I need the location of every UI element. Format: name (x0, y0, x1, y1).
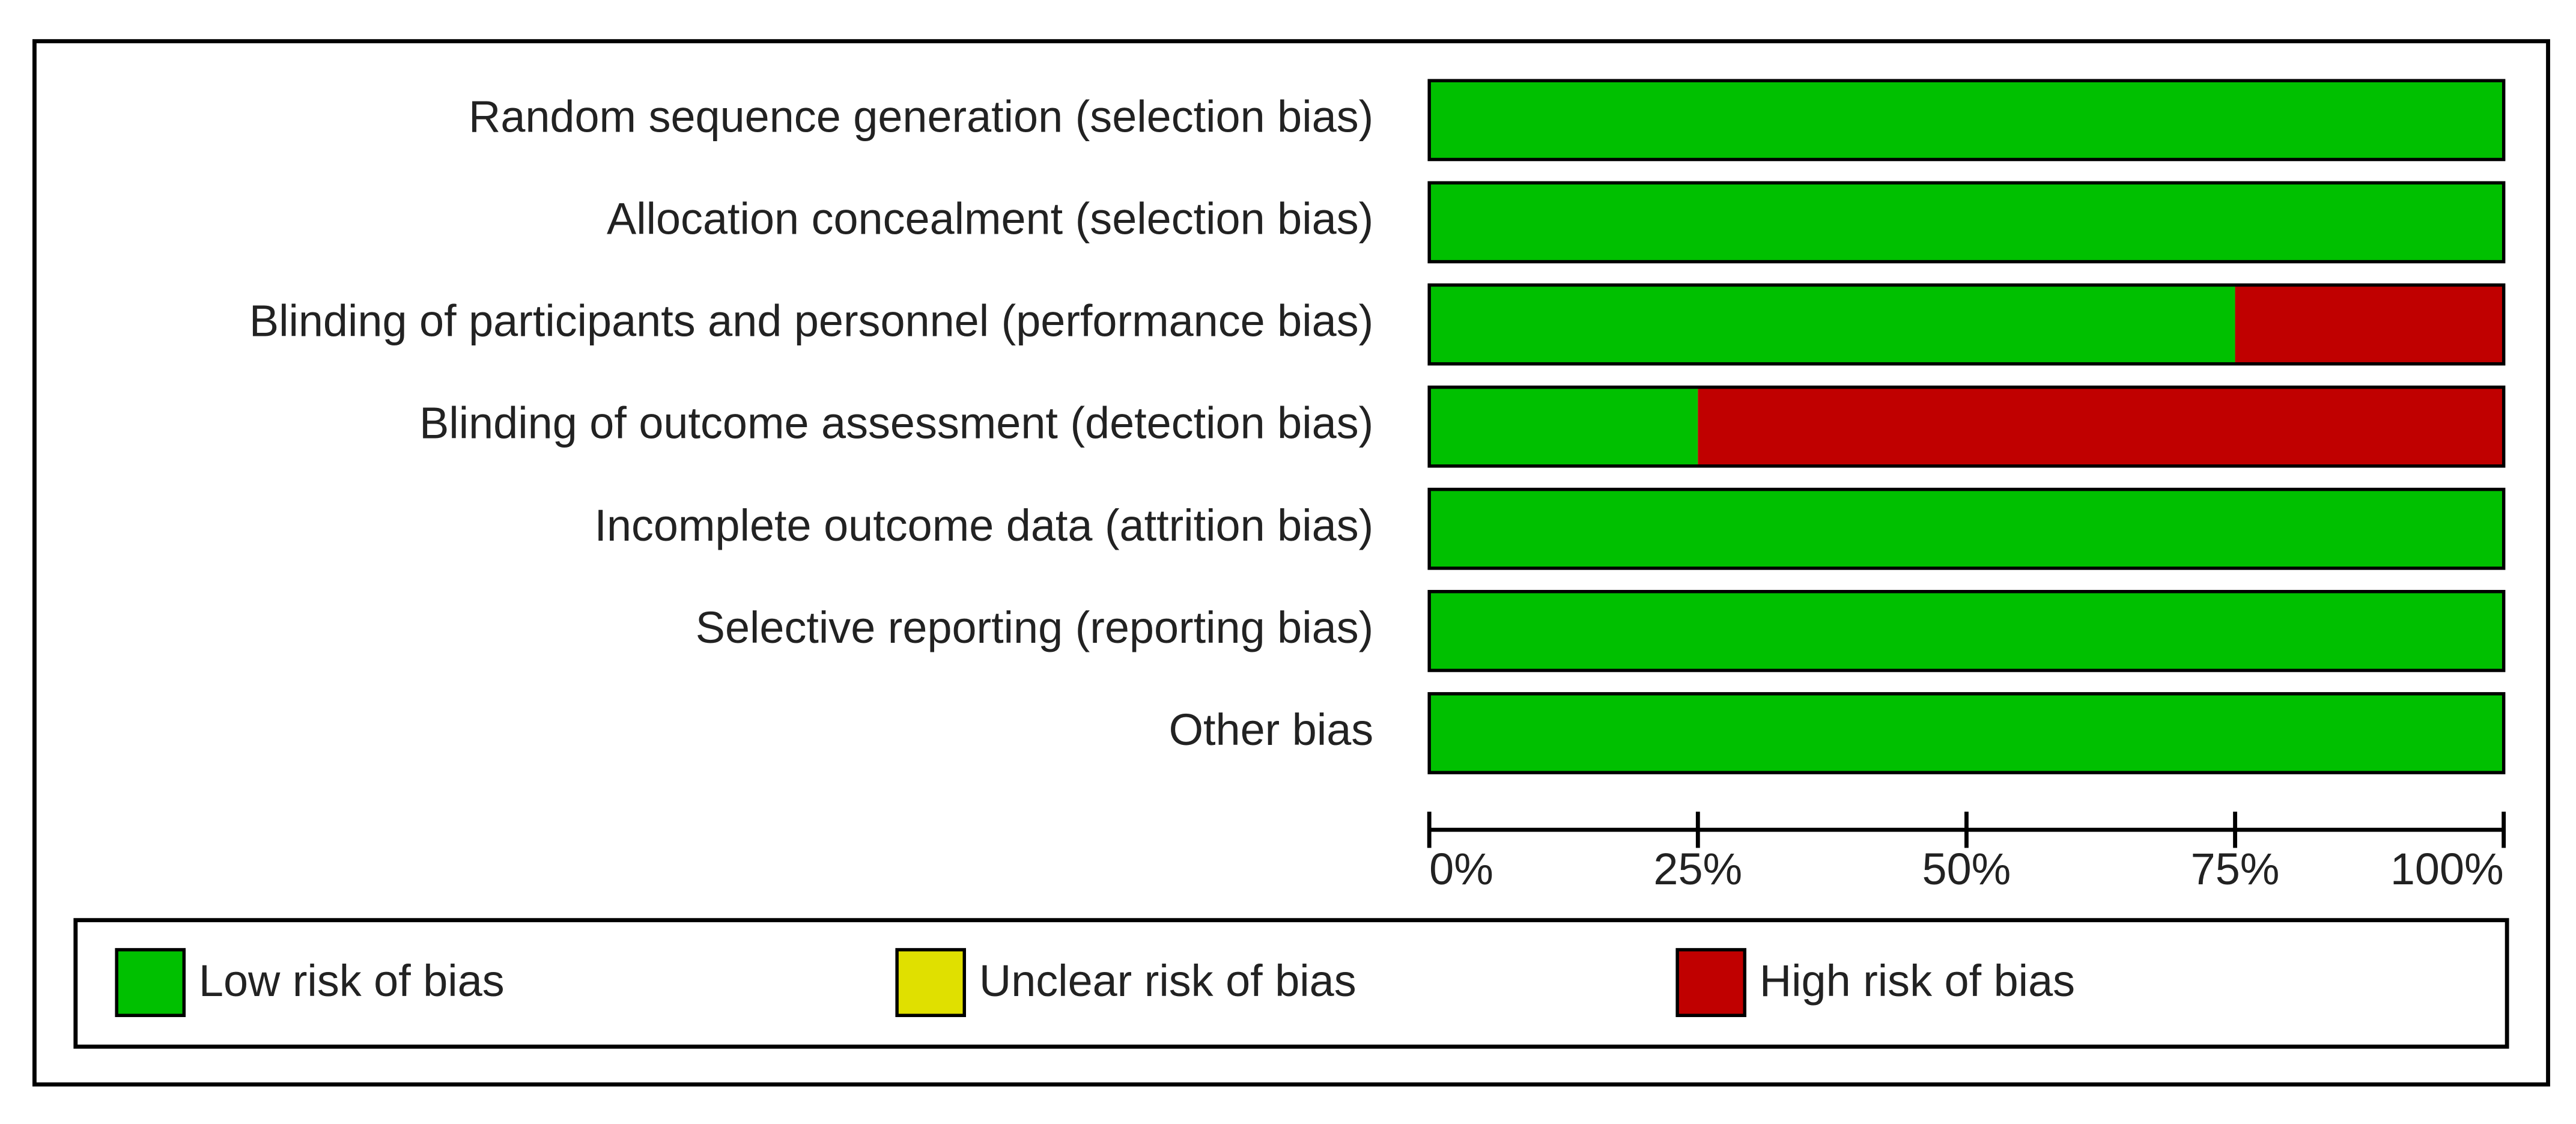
x-tick-label: 0% (1429, 844, 1493, 894)
x-tick-label: 75% (2191, 844, 2280, 894)
bar-segment (1429, 489, 2504, 568)
x-tick-label: 100% (2390, 844, 2504, 894)
category-label: Random sequence generation (selection bi… (469, 91, 1373, 141)
bar-outline (1427, 181, 2506, 264)
bar-segment (1429, 387, 1698, 466)
legend-swatch (895, 948, 966, 1018)
legend-box (73, 918, 2509, 1049)
category-label: Other bias (1169, 705, 1374, 755)
category-label: Allocation concealment (selection bias) (607, 193, 1373, 243)
bar-segment (1429, 591, 2504, 670)
bar-segment (1429, 693, 2504, 773)
bar-segment (1698, 387, 2504, 466)
legend-swatch (1675, 948, 1746, 1018)
legend-label: High risk of bias (1760, 956, 2075, 1006)
bar-outline (1427, 487, 2506, 570)
bar-segment (2235, 285, 2504, 364)
bar-segment (1429, 81, 2504, 160)
category-label: Blinding of outcome assessment (detectio… (419, 398, 1373, 448)
category-label: Blinding of participants and personnel (… (249, 296, 1373, 346)
x-tick-label: 50% (1922, 844, 2011, 894)
bar-outline (1427, 589, 2506, 672)
category-label: Incomplete outcome data (attrition bias) (594, 500, 1373, 550)
legend-label: Unclear risk of bias (979, 956, 1356, 1006)
bar-outline (1427, 385, 2506, 468)
bar-segment (1429, 183, 2504, 262)
bar-segment (1429, 285, 2235, 364)
bar-outline (1427, 79, 2506, 162)
legend-label: Low risk of bias (199, 956, 505, 1006)
bar-outline (1427, 283, 2506, 366)
category-label: Selective reporting (reporting bias) (696, 603, 1373, 652)
legend-swatch (115, 948, 186, 1018)
bar-outline (1427, 692, 2506, 774)
x-tick-label: 25% (1653, 844, 1742, 894)
